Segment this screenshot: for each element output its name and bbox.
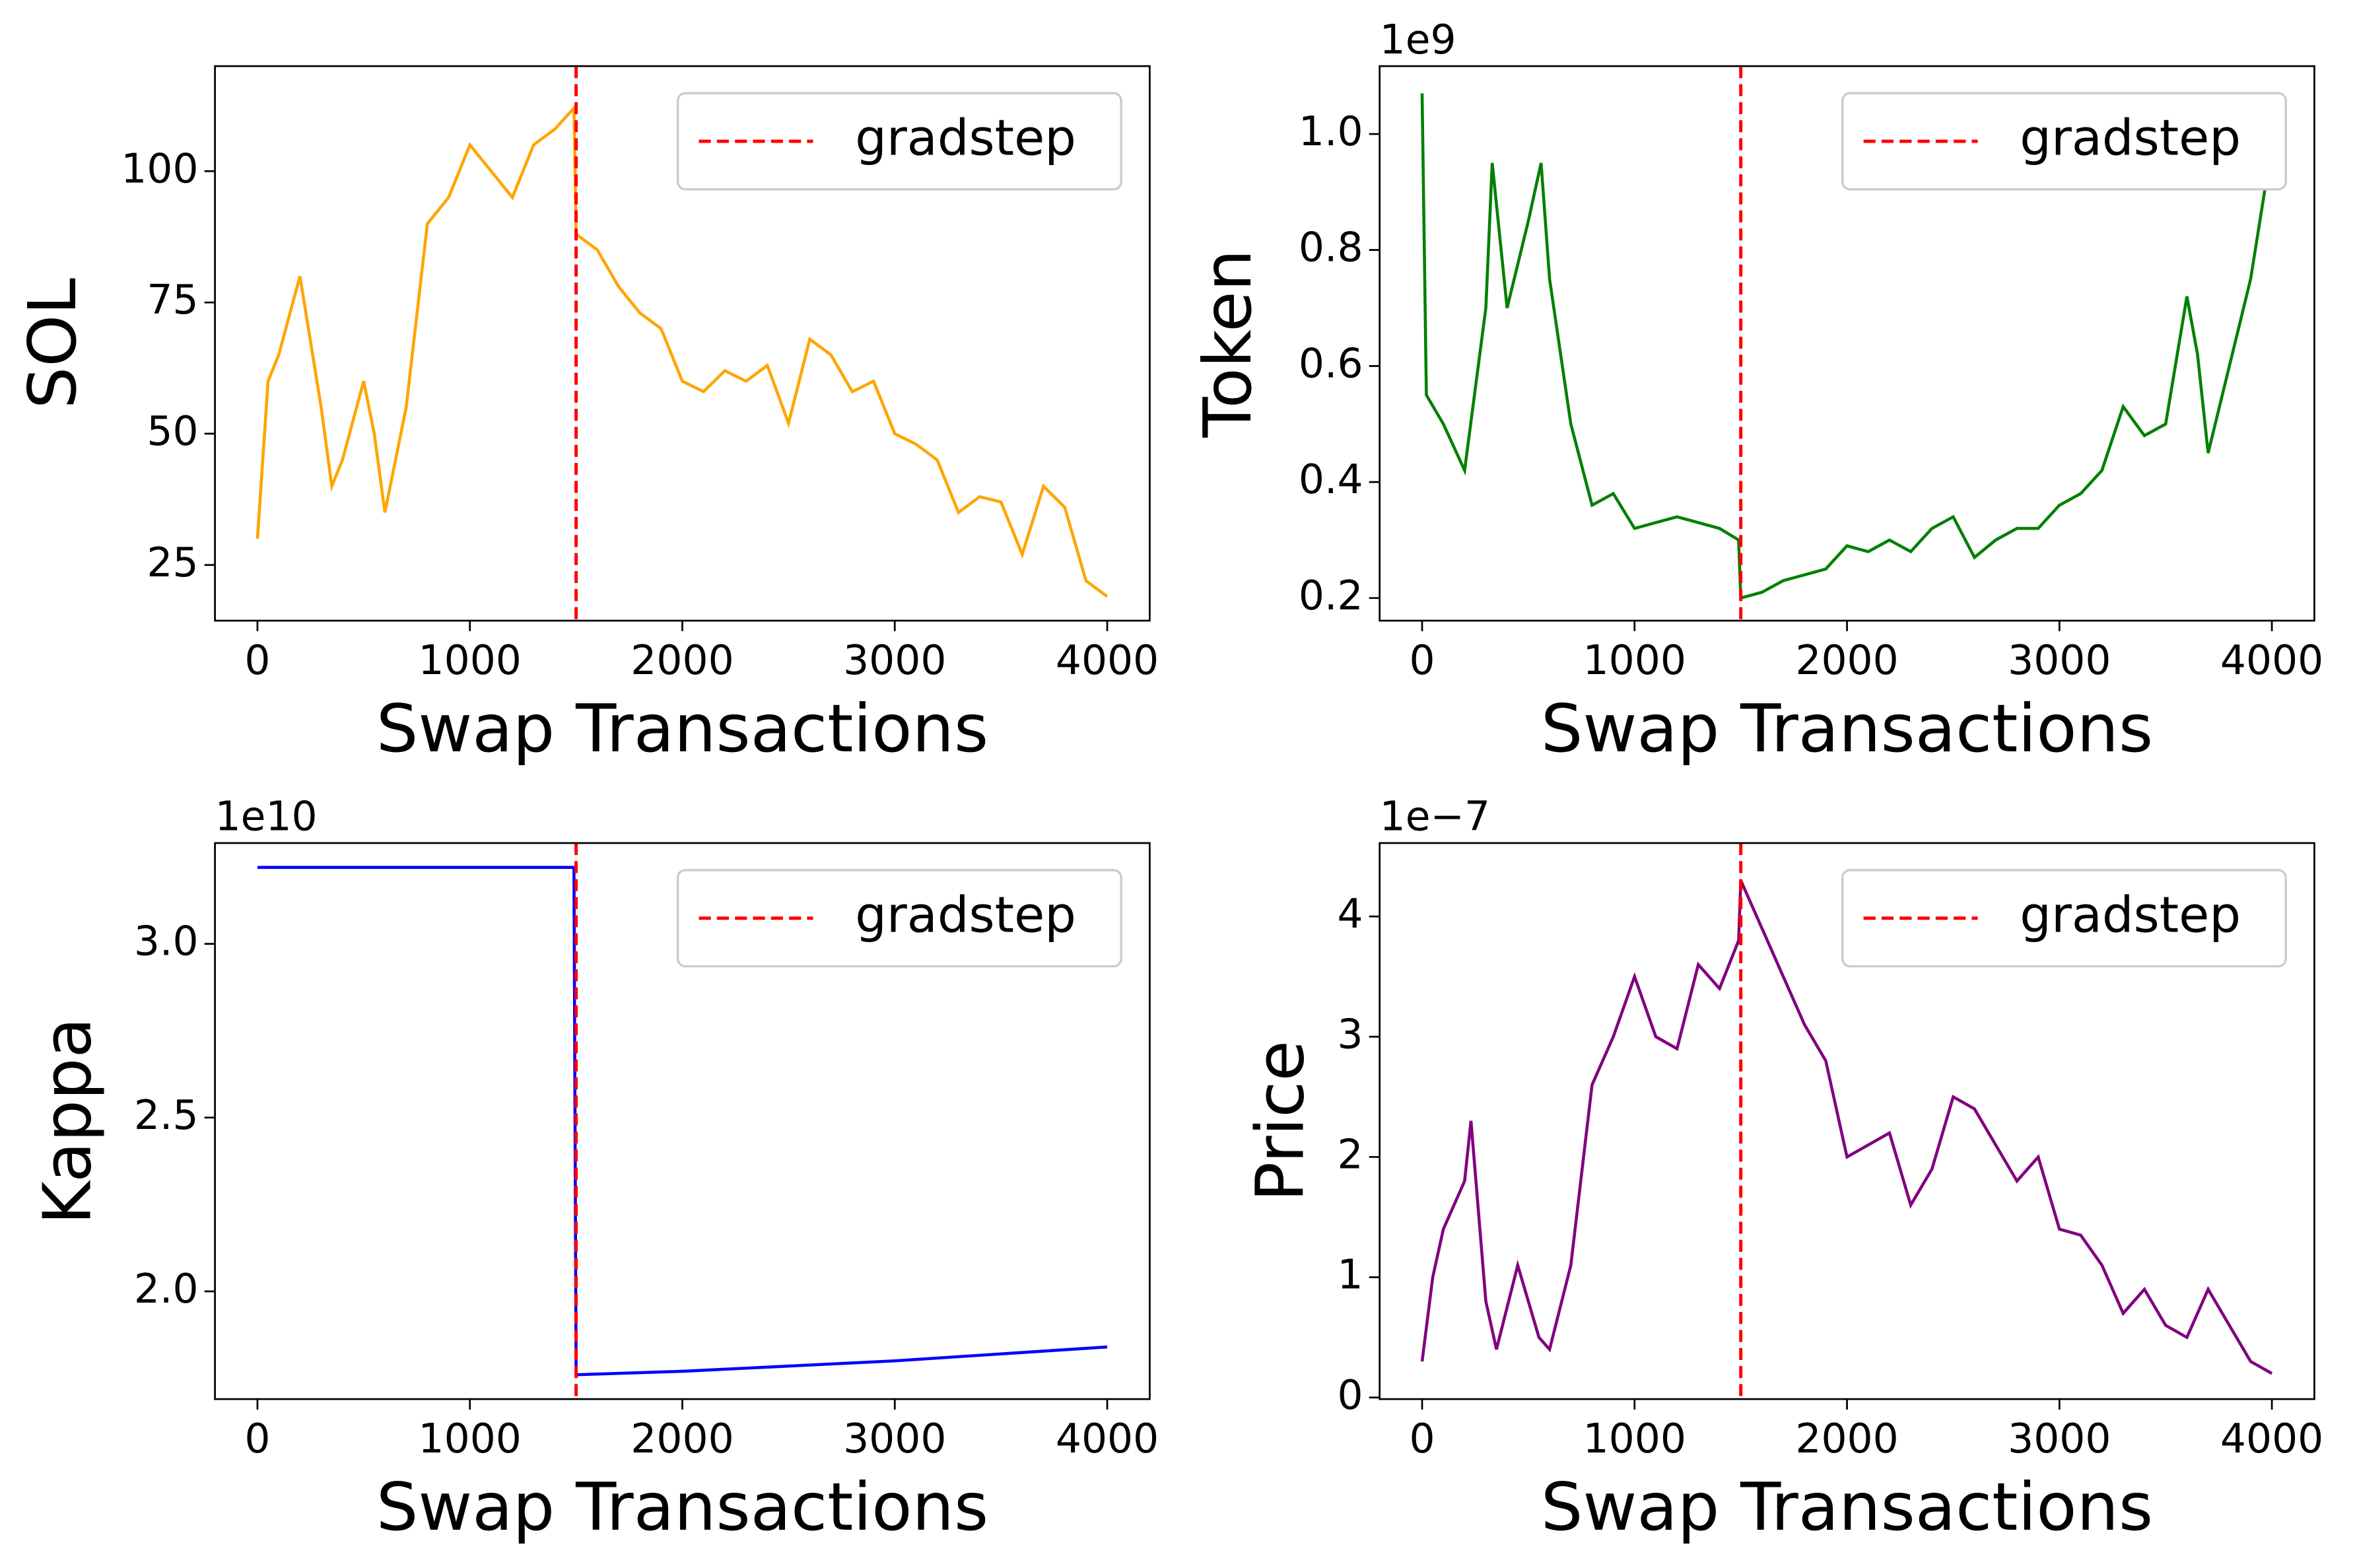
x-tick-label: 3000	[2008, 1415, 2111, 1462]
legend-box	[1841, 869, 2287, 968]
data-line	[257, 866, 1108, 1377]
x-axis-label: Swap Transactions	[1541, 1468, 2153, 1546]
axes-frame	[214, 65, 1151, 622]
x-tick-label: 4000	[2220, 1415, 2323, 1462]
legend-label: gradstep	[2020, 108, 2241, 166]
y-tick-label: 2.5	[134, 1092, 199, 1139]
axes-frame	[1379, 842, 2315, 1400]
axes-frame	[1379, 65, 2315, 622]
x-tick-label: 0	[1409, 1415, 1435, 1462]
x-tick-label: 4000	[1056, 637, 1159, 684]
legend-label: gradstep	[2020, 885, 2241, 943]
x-tick-label: 3000	[843, 1415, 946, 1462]
y-tick-label: 0.8	[1299, 224, 1363, 271]
x-tick-label: 2000	[1795, 1415, 1898, 1462]
subplot: 0 1000 2000 3000 4000 2.0 2.5 3.0 gradstep Swap T…	[29, 794, 1159, 1546]
x-axis-label: Swap Transactions	[376, 1468, 988, 1546]
legend-label: gradstep	[855, 885, 1076, 943]
x-tick-label: 1000	[419, 1415, 522, 1462]
data-line	[256, 104, 1109, 598]
data-line	[1420, 93, 2274, 600]
data-line	[1420, 879, 2273, 1375]
subplot: 0 1000 2000 3000 4000 0.2 0.4 0.6 0.8 1.0 gradstep…	[1189, 17, 2323, 767]
offset-text: 1e10	[215, 794, 318, 840]
subplot: 0 1000 2000 3000 4000 25 50 75 100 gradstep Swap T…	[14, 65, 1159, 767]
y-tick-label: 25	[147, 539, 198, 586]
y-axis-label: SOL	[14, 278, 91, 409]
legend-label: gradstep	[855, 108, 1076, 166]
y-tick-label: 4	[1338, 891, 1363, 937]
y-tick-label: 1.0	[1299, 108, 1363, 155]
offset-text: 1e−7	[1380, 794, 1490, 840]
offset-text: 1e9	[1380, 17, 1456, 63]
legend-box	[1841, 92, 2287, 191]
y-tick-label: 0	[1338, 1372, 1363, 1419]
x-tick-label: 2000	[631, 1415, 734, 1462]
x-tick-label: 0	[1409, 637, 1435, 684]
x-tick-label: 0	[244, 1415, 270, 1462]
x-tick-label: 3000	[843, 637, 946, 684]
y-tick-label: 0.2	[1299, 572, 1363, 619]
y-axis-label: Kappa	[29, 1017, 106, 1225]
x-tick-label: 0	[244, 637, 270, 684]
x-axis-label: Swap Transactions	[1541, 690, 2153, 767]
y-tick-label: 0.6	[1299, 340, 1363, 387]
x-tick-label: 2000	[1795, 637, 1898, 684]
x-tick-label: 2000	[631, 637, 734, 684]
y-tick-label: 75	[147, 277, 198, 324]
y-tick-label: 2.0	[134, 1266, 199, 1312]
y-axis-label: Price	[1242, 1040, 1319, 1202]
x-tick-label: 4000	[2220, 637, 2323, 684]
x-tick-label: 3000	[2008, 637, 2111, 684]
x-tick-label: 1000	[419, 637, 522, 684]
y-tick-label: 3.0	[134, 918, 199, 965]
x-tick-label: 4000	[1056, 1415, 1159, 1462]
y-axis-label: Token	[1189, 250, 1266, 438]
x-axis-label: Swap Transactions	[376, 690, 988, 767]
y-tick-label: 100	[121, 145, 198, 192]
legend-box	[676, 869, 1122, 968]
y-tick-label: 1	[1338, 1252, 1363, 1299]
axes-frame	[214, 842, 1151, 1400]
legend-box	[676, 92, 1122, 191]
subplot: 0 1000 2000 3000 4000 0 1 2 3 4 gradstep Swap Trans…	[1242, 794, 2324, 1546]
y-tick-label: 2	[1338, 1132, 1363, 1178]
x-tick-label: 1000	[1583, 637, 1686, 684]
y-tick-label: 3	[1338, 1011, 1363, 1058]
x-tick-label: 1000	[1583, 1415, 1686, 1462]
y-tick-label: 0.4	[1299, 456, 1363, 503]
y-tick-label: 50	[147, 408, 198, 455]
